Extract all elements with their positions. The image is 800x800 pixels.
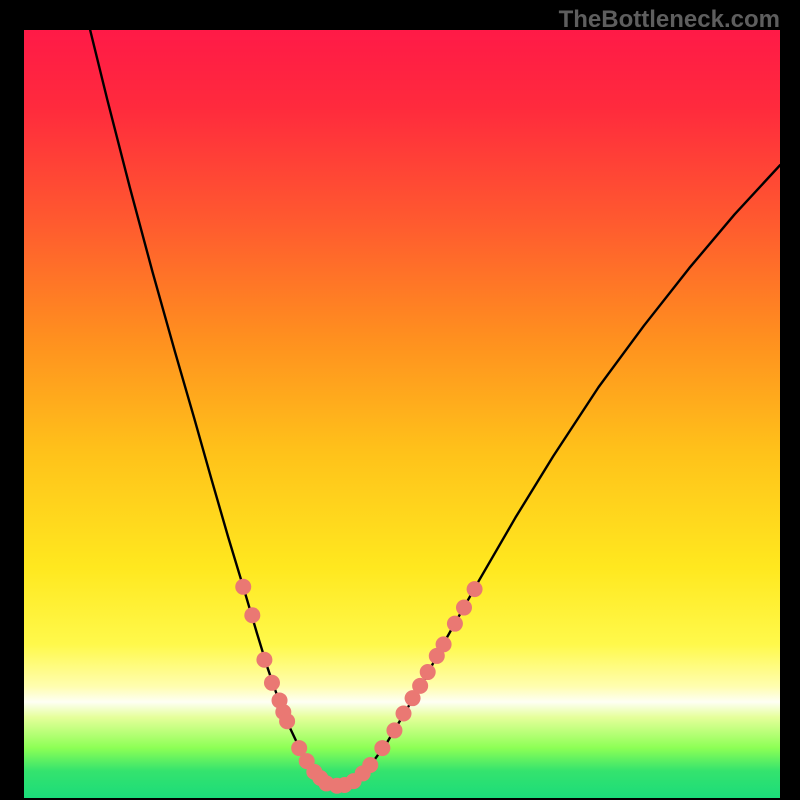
chart-plot-area	[24, 30, 780, 798]
curve-marker	[264, 675, 280, 691]
curve-marker	[244, 607, 260, 623]
curve-marker	[456, 600, 472, 616]
curve-marker	[279, 713, 295, 729]
chart-svg	[24, 30, 780, 798]
curve-marker	[235, 579, 251, 595]
curve-marker	[412, 678, 428, 694]
curve-marker	[467, 581, 483, 597]
gradient-background	[24, 30, 780, 798]
curve-marker	[420, 664, 436, 680]
curve-marker	[436, 636, 452, 652]
curve-marker	[256, 652, 272, 668]
curve-marker	[386, 722, 402, 738]
watermark-text: TheBottleneck.com	[559, 6, 780, 34]
curve-marker	[396, 706, 412, 722]
curve-marker	[447, 616, 463, 632]
curve-marker	[374, 740, 390, 756]
curve-marker	[362, 757, 378, 773]
